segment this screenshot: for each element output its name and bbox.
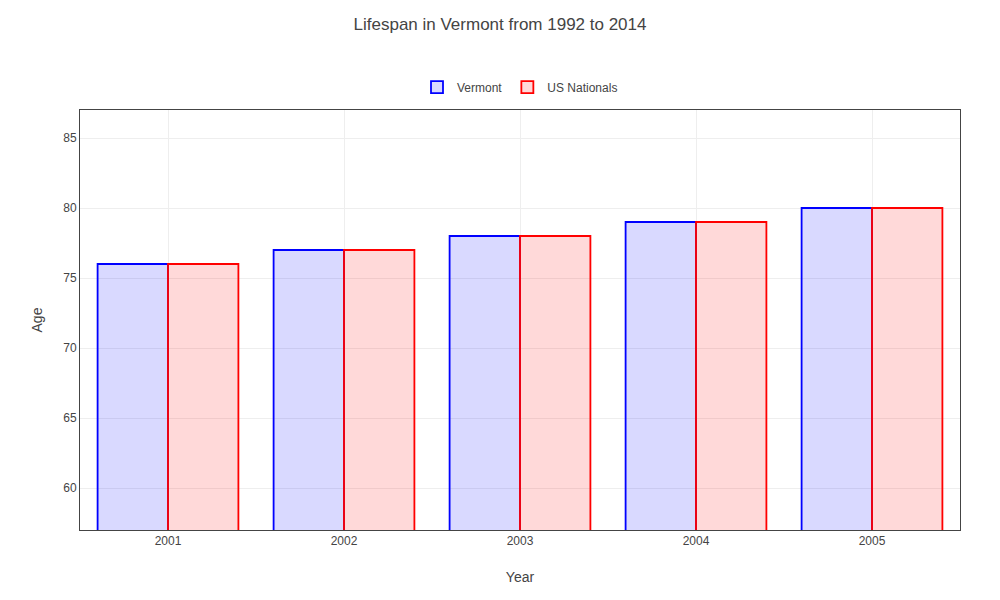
svg-text:2001: 2001	[155, 534, 182, 548]
svg-text:2002: 2002	[331, 534, 358, 548]
svg-text:60: 60	[63, 481, 77, 495]
svg-text:US Nationals: US Nationals	[547, 81, 617, 95]
svg-text:80: 80	[63, 201, 77, 215]
svg-text:2004: 2004	[683, 534, 710, 548]
svg-text:2005: 2005	[859, 534, 886, 548]
svg-text:65: 65	[63, 411, 77, 425]
svg-text:Year: Year	[506, 569, 535, 585]
svg-text:85: 85	[63, 131, 77, 145]
svg-text:2003: 2003	[507, 534, 534, 548]
svg-text:Age: Age	[29, 307, 45, 332]
svg-text:75: 75	[63, 271, 77, 285]
svg-text:70: 70	[63, 341, 77, 355]
svg-text:Lifespan in Vermont from 1992: Lifespan in Vermont from 1992 to 2014	[354, 15, 647, 34]
svg-text:Vermont: Vermont	[457, 81, 502, 95]
